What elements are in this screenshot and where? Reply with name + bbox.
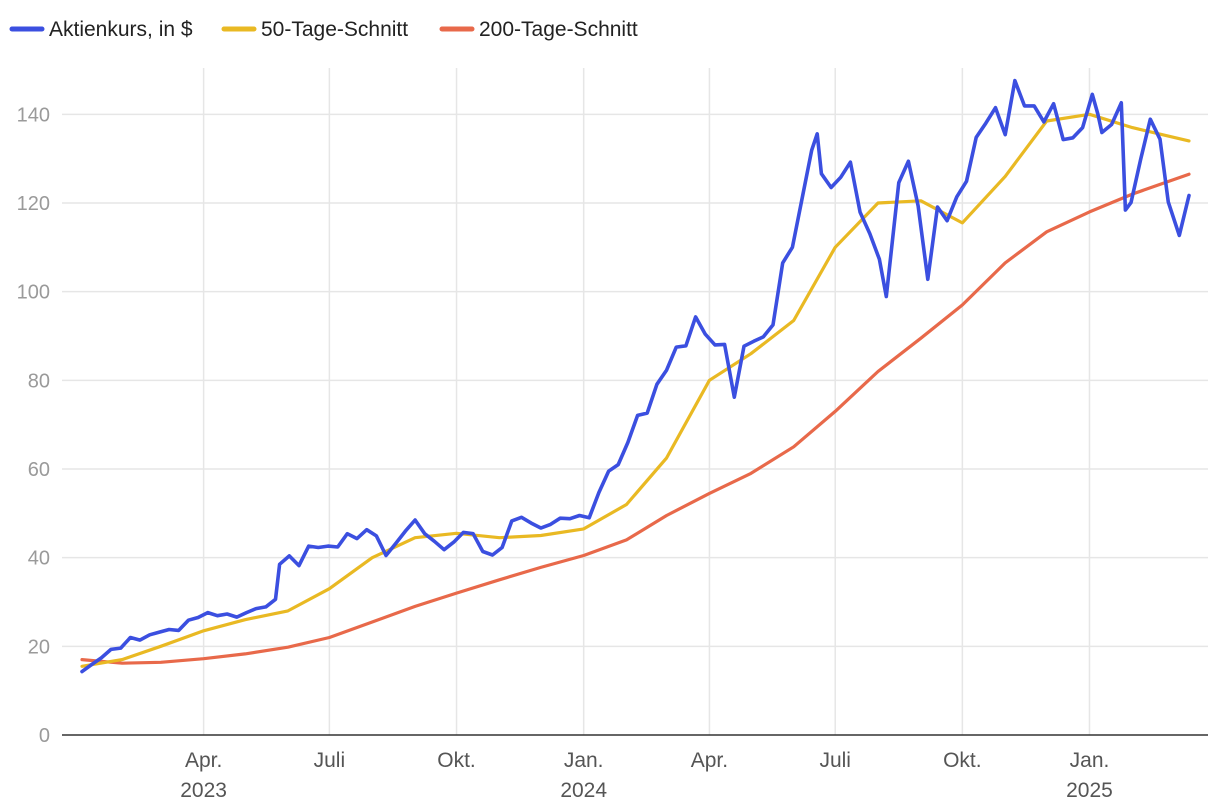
legend-label: 50-Tage-Schnitt <box>261 18 408 41</box>
plot-area <box>80 78 1191 674</box>
y-tick-label: 0 <box>39 725 50 747</box>
x-tick-year-label: 2024 <box>560 779 607 802</box>
y-tick-label: 140 <box>17 104 50 126</box>
x-tick-label: Juli <box>819 749 851 772</box>
y-tick-label: 120 <box>17 193 50 215</box>
legend-label: 200-Tage-Schnitt <box>479 18 638 41</box>
legend-item: Aktienkurs, in $ <box>9 18 193 41</box>
series-line-stock-price <box>80 78 1191 674</box>
legend-item: 200-Tage-Schnitt <box>439 18 638 41</box>
legend-item: 50-Tage-Schnitt <box>221 18 408 41</box>
x-tick-year-label: 2025 <box>1066 779 1113 802</box>
grid-lines <box>62 68 1208 735</box>
y-tick-label: 100 <box>17 282 50 304</box>
x-tick-year-label: 2023 <box>180 779 227 802</box>
series-line-ma50 <box>80 112 1191 668</box>
x-tick-label: Jan. <box>1070 749 1110 772</box>
x-axis-ticks: Apr. 2023 Juli Okt. Jan. 2024 Apr. Juli Okt. Jan.… <box>180 749 1113 802</box>
x-tick-label: Okt. <box>437 749 476 772</box>
y-tick-label: 40 <box>28 548 50 570</box>
x-tick-label: Jan. <box>564 749 604 772</box>
y-axis-ticks: 0 20 40 60 80 100 120 140 <box>17 104 50 747</box>
series-line-ma200 <box>80 172 1191 665</box>
x-tick-label: Apr. <box>691 749 728 772</box>
y-tick-label: 20 <box>28 636 50 658</box>
x-tick-label: Apr. <box>185 749 222 772</box>
x-tick-label: Juli <box>314 749 346 772</box>
x-tick-label: Okt. <box>943 749 982 772</box>
y-tick-label: 80 <box>28 370 50 392</box>
legend: Aktienkurs, in $ 50-Tage-Schnitt 200-Tage-… <box>9 18 638 41</box>
legend-label: Aktienkurs, in $ <box>49 18 193 41</box>
y-tick-label: 60 <box>28 459 50 481</box>
